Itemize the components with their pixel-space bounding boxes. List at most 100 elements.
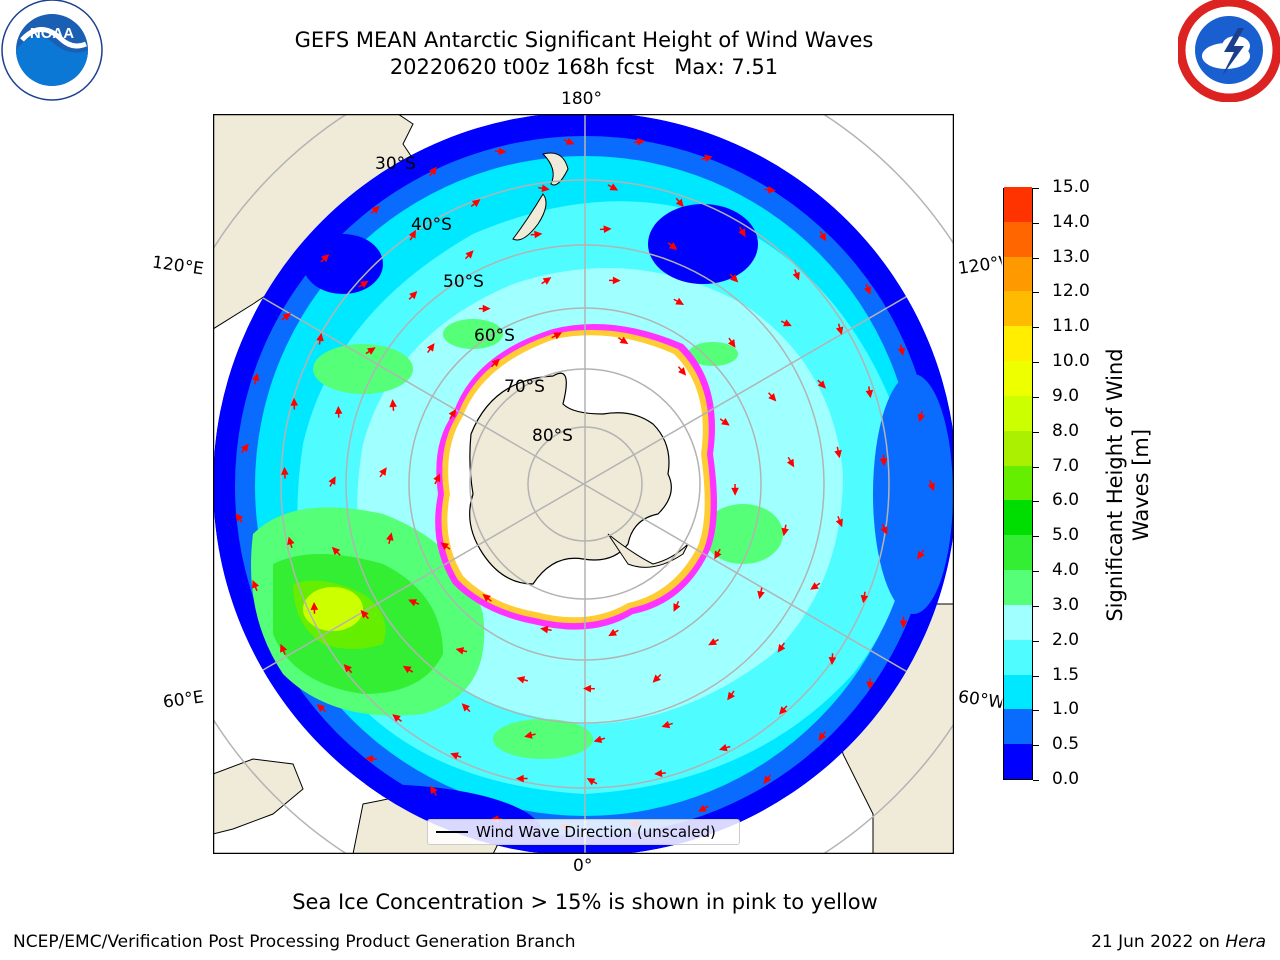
wind-arrow-head (612, 276, 621, 285)
wind-arrow-head (586, 778, 596, 786)
wind-arrow-head (727, 339, 736, 348)
wind-arrow-head (654, 769, 663, 778)
wind-arrow-head (367, 347, 376, 355)
colorbar-band (1004, 360, 1032, 396)
wind-arrow-head (251, 372, 260, 382)
lon-label-0: 0° (573, 856, 593, 876)
colorbar-band (1004, 743, 1032, 779)
footer-credit: NCEP/EMC/Verification Post Processing Pr… (13, 932, 576, 952)
wind-arrow-head (455, 647, 465, 655)
wind-arrow-head (334, 405, 343, 414)
wind-arrow-head (408, 229, 416, 239)
wind-arrow-head (777, 643, 786, 653)
wind-arrow-head (818, 232, 827, 242)
wind-arrow-head (316, 704, 326, 713)
wind-arrow-head (316, 332, 324, 342)
wind-arrow-head (593, 735, 603, 743)
colorbar-tick-mark (1033, 605, 1039, 607)
wind-arrow-head (426, 343, 435, 352)
wind-arrow-head (818, 732, 827, 741)
wind-arrow-head (636, 138, 646, 146)
wind-arrow-head (768, 393, 777, 402)
colorbar-band (1004, 290, 1032, 327)
colorbar-tick-mark (1033, 431, 1039, 433)
colorbar-tick-mark (1033, 327, 1039, 329)
wind-arrow-head (792, 271, 800, 281)
colorbar-tick-label: 10.0 (1052, 351, 1090, 372)
wind-arrow-head (360, 609, 369, 619)
wind-arrow-head (540, 625, 549, 634)
wind-arrow-head (781, 527, 789, 537)
footer-date-text: 21 Jun 2022 on (1091, 932, 1226, 952)
colorbar-tick-label: 3.0 (1052, 594, 1080, 615)
wind-arrow-head (609, 183, 619, 191)
wind-arrow-head (553, 332, 563, 340)
wind-arrow-head (678, 367, 687, 376)
wind-arrow-head (917, 550, 925, 560)
lon-label-180: 180° (561, 89, 602, 109)
colorbar-band (1004, 186, 1032, 222)
wind-arrow-head (534, 230, 543, 239)
wind-arrow-head (542, 277, 552, 285)
polar-map: 30°S 40°S 50°S 60°S 70°S 80°S (213, 114, 954, 854)
colorbar-tick-label: 0.5 (1052, 734, 1080, 755)
lat-label-70s: 70°S (504, 377, 545, 397)
wind-arrow-head (379, 467, 387, 476)
colorbar-tick-label: 11.0 (1052, 316, 1090, 337)
colorbar-label-line1: Significant Height of Wind (1103, 348, 1127, 622)
colorbar-band (1004, 465, 1032, 501)
wind-arrow-head (608, 628, 617, 637)
colorbar-tick-mark (1033, 257, 1039, 259)
colorbar-band (1004, 674, 1032, 710)
colorbar (1003, 186, 1033, 780)
colorbar-tick-mark (1033, 362, 1039, 364)
lon-label-120e: 120°E (150, 252, 205, 280)
wind-arrow-head (482, 304, 491, 313)
wind-arrow-head (515, 774, 524, 783)
wind-arrow-head (408, 599, 417, 607)
noaa-logo-text: NOAA (30, 25, 74, 42)
wind-arrow-head (727, 691, 735, 701)
wind-arrow-head (675, 297, 685, 305)
colorbar-tick-label: 2.0 (1052, 629, 1080, 650)
colorbar-tick-label: 13.0 (1052, 246, 1090, 267)
colorbar-tick-label: 7.0 (1052, 455, 1080, 476)
wind-arrow-head (917, 413, 926, 423)
wind-arrow-head (863, 286, 871, 295)
wind-arrow-head (281, 466, 289, 475)
sea-ice-note: Sea Ice Concentration > 15% is shown in … (292, 890, 878, 914)
colorbar-tick-label: 9.0 (1052, 385, 1080, 406)
lon-label-60w: 60°W (956, 687, 1004, 713)
wind-arrow-head (320, 253, 330, 263)
wind-arrow-head (450, 752, 459, 760)
wind-arrow-head (440, 542, 449, 550)
nws-logo (1178, 0, 1280, 102)
noaa-logo: NOAA (1, 0, 103, 101)
wind-arrow-head (429, 785, 438, 795)
wind-arrow-head (730, 274, 739, 283)
wind-arrow-head (673, 603, 681, 612)
wind-arrow-head (392, 714, 401, 723)
wind-arrow-head (810, 582, 819, 590)
colorbar-band (1004, 708, 1032, 745)
colorbar-tick-label: 6.0 (1052, 490, 1080, 511)
wind-arrow-head (251, 579, 260, 589)
colorbar-tick-mark (1033, 710, 1039, 712)
wind-arrow-head (731, 487, 739, 496)
wind-arrow-head (879, 458, 888, 467)
legend-label: Wind Wave Direction (unscaled) (476, 823, 716, 841)
wind-arrow-head (652, 674, 661, 683)
legend-line-icon (436, 831, 468, 833)
colorbar-band (1004, 325, 1032, 362)
wind-arrow-head (491, 358, 500, 367)
colorbar-band (1004, 604, 1032, 640)
wind-arrow-head (310, 602, 319, 611)
wind-arrow-head (786, 458, 795, 468)
colorbar-tick-label: 1.0 (1052, 699, 1080, 720)
wind-arrow-head (779, 706, 788, 715)
wind-arrow-head (235, 512, 244, 522)
wind-arrow-head (603, 225, 612, 234)
colorbar-tick-label: 8.0 (1052, 420, 1080, 441)
wind-arrow-head (880, 526, 888, 535)
wind-arrow-head (860, 594, 869, 604)
